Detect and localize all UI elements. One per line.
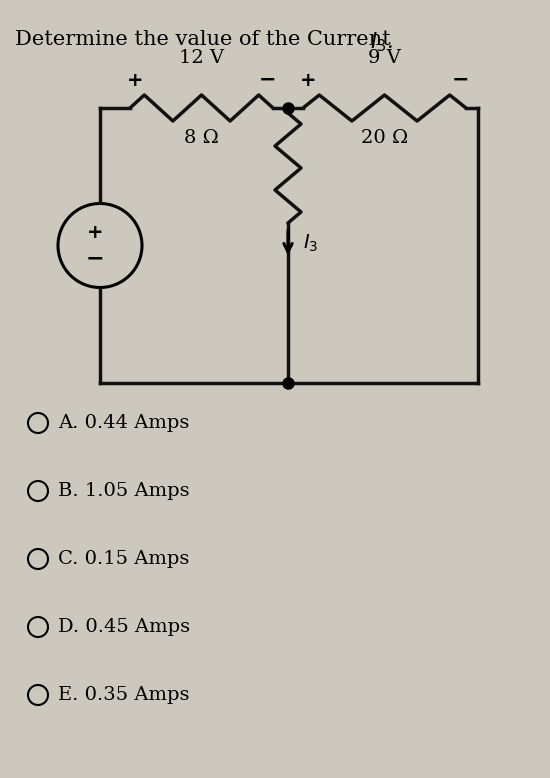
Text: 20 Ω: 20 Ω xyxy=(361,129,408,147)
Text: D. 0.45 Amps: D. 0.45 Amps xyxy=(58,618,190,636)
Text: $I_3$.: $I_3$. xyxy=(370,30,393,54)
Text: A. 0.44 Amps: A. 0.44 Amps xyxy=(58,414,189,432)
Text: −: − xyxy=(259,70,277,90)
Text: 8 Ω: 8 Ω xyxy=(184,129,219,147)
Text: +: + xyxy=(300,71,316,89)
Text: 12 V: 12 V xyxy=(179,49,224,67)
Text: C. 0.15 Amps: C. 0.15 Amps xyxy=(58,550,189,568)
Text: B. 1.05 Amps: B. 1.05 Amps xyxy=(58,482,190,500)
Text: +: + xyxy=(126,71,143,89)
Text: Determine the value of the Current: Determine the value of the Current xyxy=(15,30,397,49)
Text: E. 0.35 Amps: E. 0.35 Amps xyxy=(58,686,190,704)
Text: 9 V: 9 V xyxy=(368,49,401,67)
Text: $I_3$: $I_3$ xyxy=(303,233,318,254)
Text: −: − xyxy=(86,248,104,268)
Text: −: − xyxy=(452,70,470,90)
Text: +: + xyxy=(87,223,103,242)
